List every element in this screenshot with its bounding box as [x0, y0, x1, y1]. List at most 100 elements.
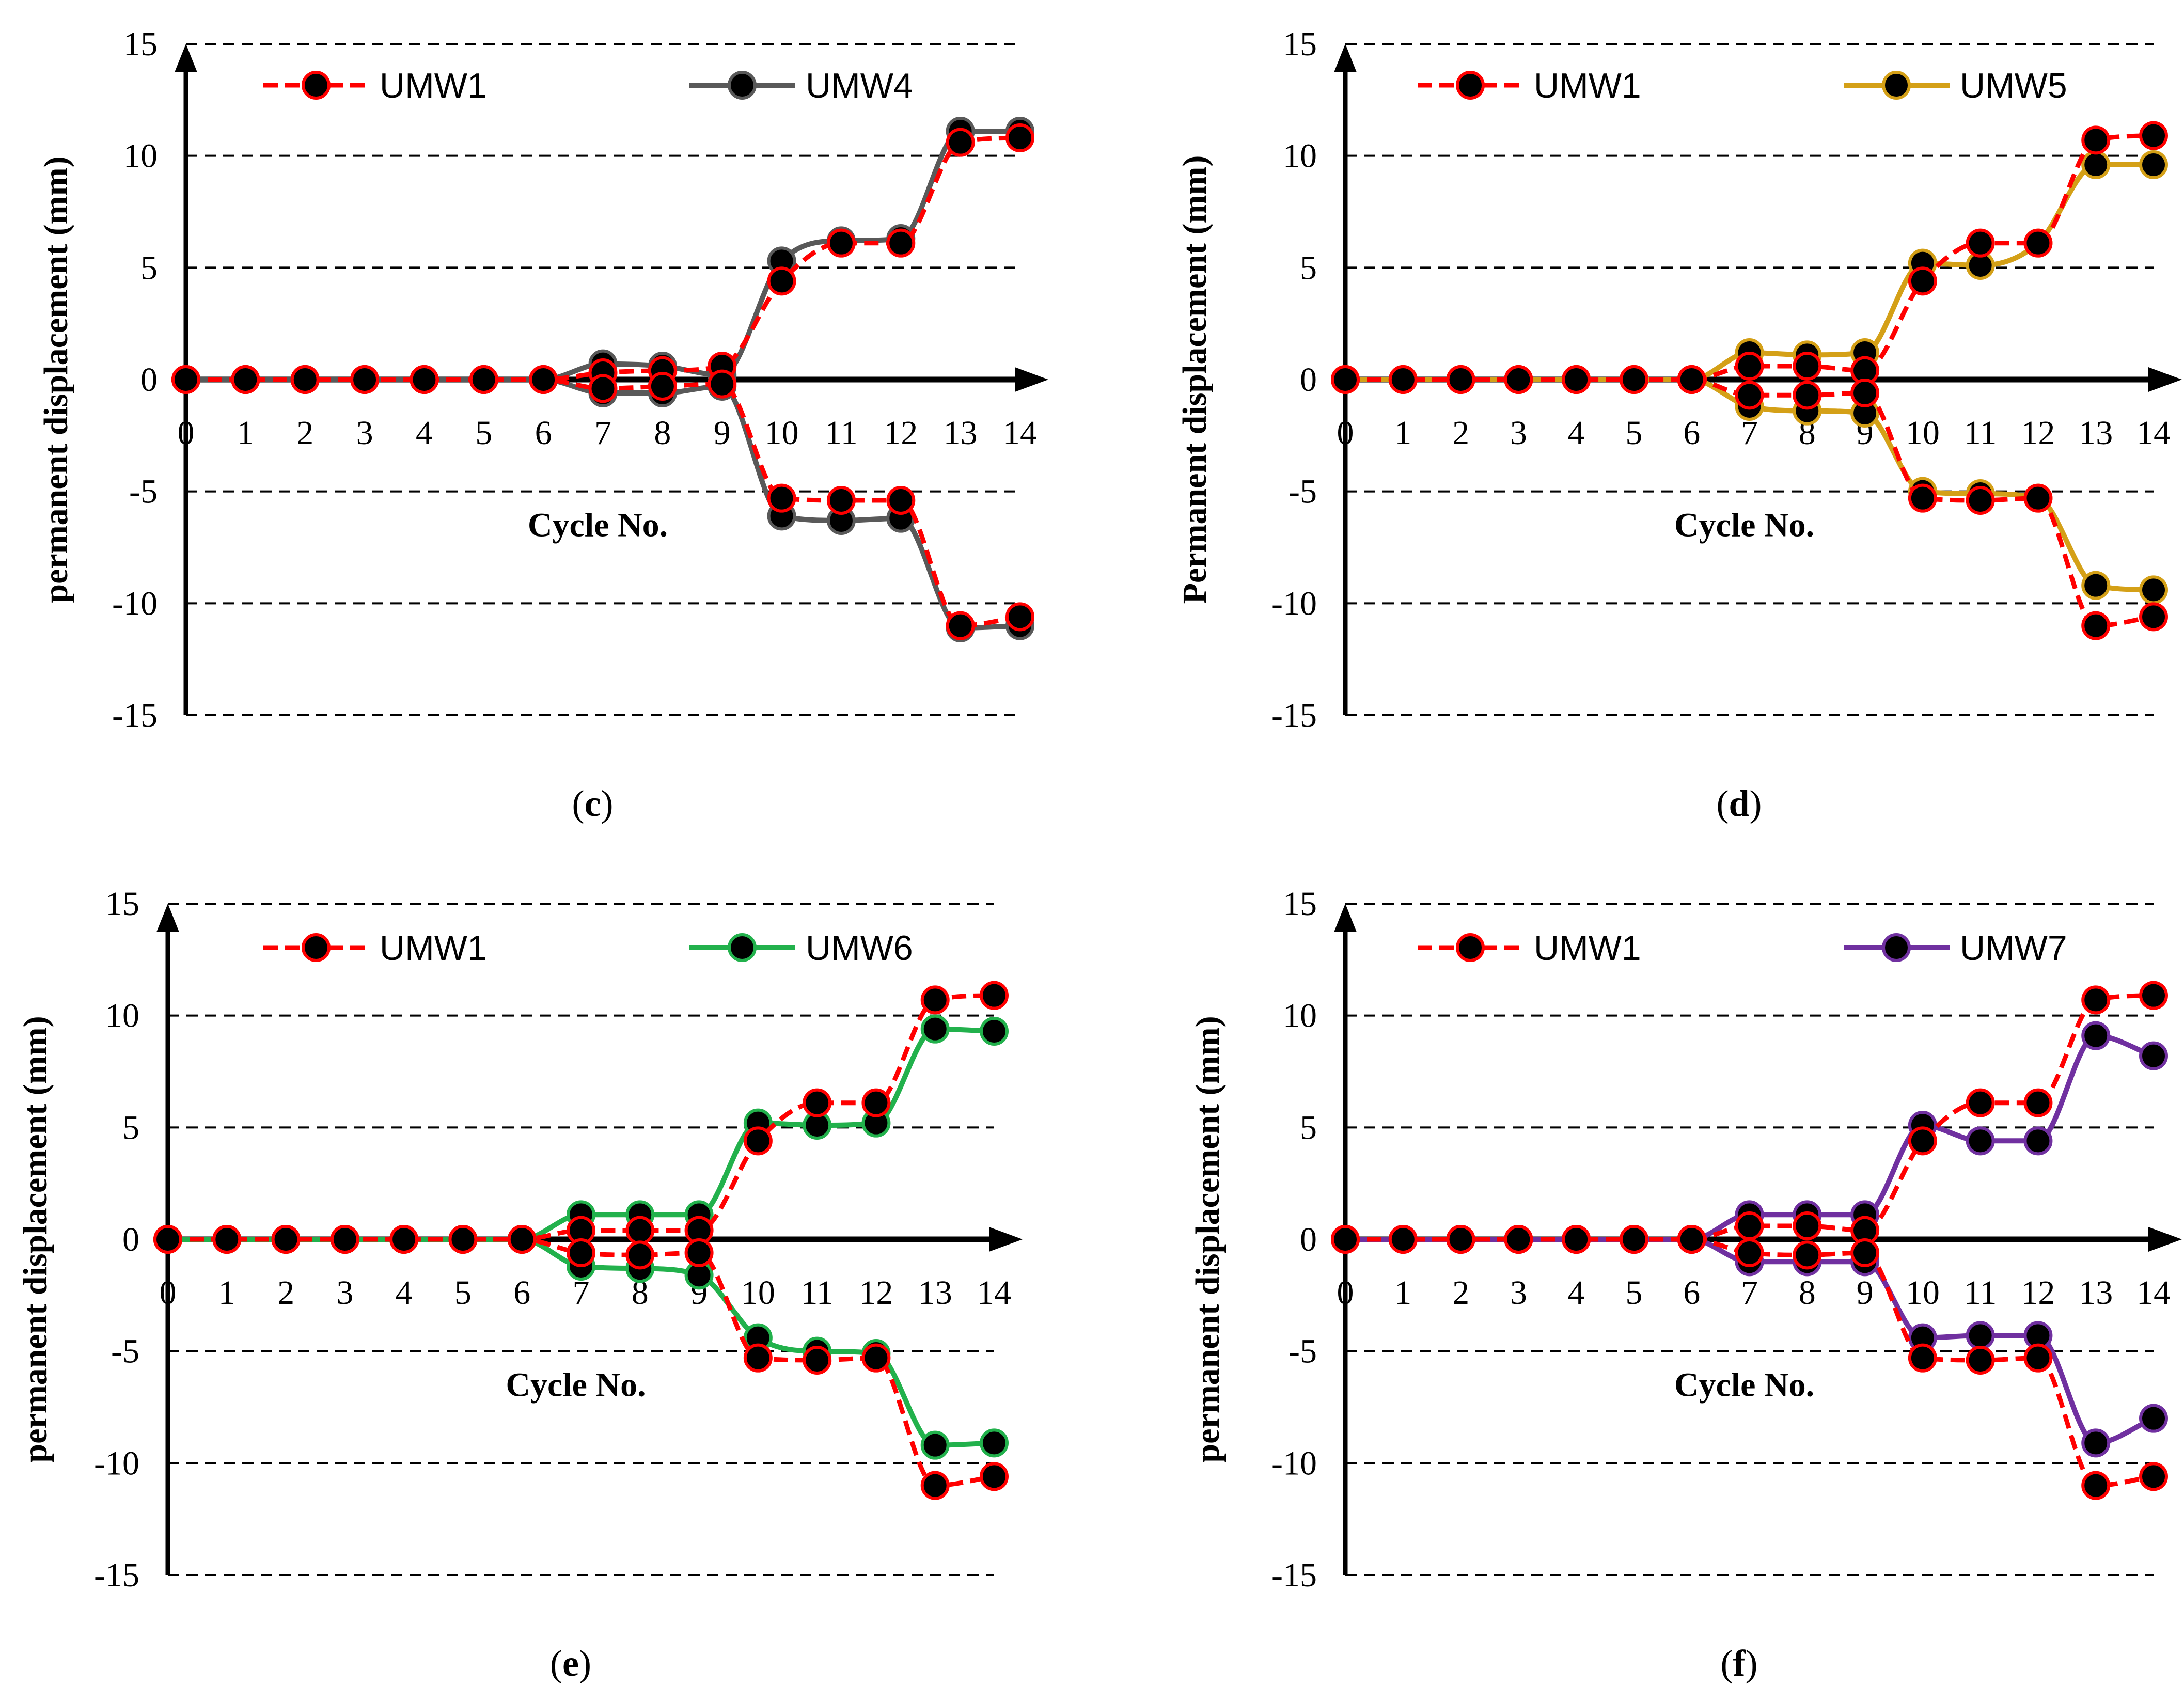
data-point-UMW1 [2023, 483, 2053, 513]
series-UMW1 [171, 123, 1034, 640]
y-tick-label: 0 [1300, 1221, 1317, 1258]
data-point-UMW1 [1619, 1225, 1648, 1254]
data-point-UMW1 [1677, 365, 1706, 394]
data-point-UMW1 [2139, 121, 2168, 150]
data-point-UMW1 [271, 1225, 301, 1254]
data-point-UMW1 [2139, 602, 2168, 632]
y-tick-label: 5 [1300, 1109, 1317, 1146]
data-point-UMW1 [2023, 1343, 2053, 1373]
x-tick-label: 1 [237, 414, 254, 452]
x-tick-label: 11 [800, 1274, 834, 1312]
x-tick-label: 14 [2136, 414, 2171, 452]
x-tick-label: 3 [1510, 414, 1527, 452]
y-axis-arrow [1334, 904, 1357, 932]
data-point-UMW1 [886, 486, 916, 515]
data-point-UMW1 [448, 1225, 478, 1254]
panel-label-e: (e) [550, 1643, 591, 1684]
series-line-UMW1-lower [167, 1237, 995, 1488]
x-tick-label: 11 [1964, 1274, 1997, 1312]
data-point-UMW1 [648, 372, 677, 401]
x-tick-label: 8 [654, 414, 671, 452]
series-UMW1 [1331, 981, 2168, 1500]
legend-marker-UMW7 [1882, 933, 1911, 962]
data-point-UMW1 [588, 374, 618, 403]
y-axis-title: permanent displacement (mm) [17, 1016, 54, 1462]
data-point-UMW1 [767, 266, 796, 296]
data-point-UMW5 [2081, 571, 2111, 600]
data-point-UMW1 [803, 1346, 832, 1375]
data-point-UMW1 [1966, 1346, 1995, 1375]
y-tick-label: -5 [1289, 473, 1317, 511]
legend: UMW1 UMW5 [1418, 66, 2067, 105]
legend: UMW1 UMW7 [1418, 928, 2067, 968]
data-point-UMW1 [1793, 352, 1822, 381]
x-tick-label: 12 [2021, 1274, 2055, 1312]
data-point-UMW1 [1331, 365, 1360, 394]
x-tick-label: 1 [1394, 414, 1411, 452]
data-point-UMW1 [567, 1238, 595, 1267]
x-tick-label: 4 [396, 1274, 413, 1312]
y-axis-arrow [156, 904, 179, 932]
data-point-UMW1 [1908, 1126, 1937, 1156]
data-point-UMW1 [1735, 1238, 1764, 1267]
x-tick-label: 3 [1510, 1274, 1527, 1312]
y-axis-arrow [1334, 44, 1357, 72]
panel-label-f: (f) [1721, 1643, 1758, 1684]
data-point-UMW1 [625, 1216, 655, 1245]
legend-label-UMW1: UMW1 [380, 928, 487, 968]
data-point-UMW1 [1850, 1238, 1880, 1267]
data-point-UMW1 [708, 369, 737, 399]
legend-marker-UMW1 [302, 71, 331, 100]
data-point-UMW1 [171, 365, 200, 394]
y-tick-label: -15 [1271, 1556, 1317, 1594]
legend-marker-UMW4 [728, 71, 757, 100]
data-point-UMW1 [1005, 123, 1034, 152]
data-point-UMW1 [1562, 365, 1591, 394]
data-point-UMW1 [1735, 381, 1764, 410]
data-point-UMW7 [2081, 1428, 2111, 1458]
data-point-UMW6 [920, 1014, 950, 1044]
data-point-UMW1 [946, 128, 975, 157]
data-point-UMW1 [1504, 365, 1533, 394]
data-point-UMW1 [826, 486, 856, 515]
legend-label-UMW1: UMW1 [1534, 928, 1641, 968]
x-tick-label: 12 [2021, 414, 2055, 452]
x-tick-label: 10 [1906, 1274, 1940, 1312]
legend-label-UMW7: UMW7 [1960, 928, 2067, 968]
y-tick-label: 10 [1283, 997, 1317, 1035]
y-tick-label: 15 [1283, 885, 1317, 923]
x-tick-label: 10 [765, 414, 799, 452]
data-point-UMW1 [153, 1225, 182, 1254]
x-tick-label: 4 [416, 414, 433, 452]
legend-marker-UMW6 [728, 933, 757, 962]
data-point-UMW7 [2023, 1126, 2053, 1156]
data-point-UMW1 [1504, 1225, 1533, 1254]
x-tick-label: 4 [1568, 414, 1585, 452]
data-point-UMW1 [743, 1343, 773, 1373]
y-tick-label: 5 [122, 1109, 139, 1146]
data-point-UMW1 [920, 985, 950, 1015]
data-point-UMW1 [1735, 1211, 1764, 1240]
data-point-UMW7 [1966, 1321, 1995, 1350]
x-tick-label: 5 [454, 1274, 472, 1312]
x-tick-label: 11 [1964, 414, 1997, 452]
y-tick-label: 0 [122, 1221, 139, 1258]
x-tick-label: 10 [741, 1274, 775, 1312]
legend-marker-UMW5 [1882, 71, 1911, 100]
data-point-UMW1 [1331, 1225, 1360, 1254]
data-point-UMW1 [803, 1088, 832, 1117]
data-point-UMW5 [2081, 150, 2111, 179]
data-point-UMW1 [826, 228, 856, 258]
y-tick-label: 10 [1283, 137, 1317, 175]
x-tick-label: 6 [535, 414, 552, 452]
data-point-UMW7 [1966, 1126, 1995, 1156]
y-tick-label: 5 [1300, 249, 1317, 287]
legend-marker-UMW1 [302, 933, 331, 962]
data-point-UMW1 [1908, 266, 1937, 296]
data-point-UMW1 [1966, 486, 1995, 515]
data-point-UMW1 [1908, 483, 1937, 513]
x-tick-label: 13 [2079, 1274, 2113, 1312]
x-tick-label: 6 [1683, 1274, 1700, 1312]
y-tick-label: 10 [123, 137, 158, 175]
